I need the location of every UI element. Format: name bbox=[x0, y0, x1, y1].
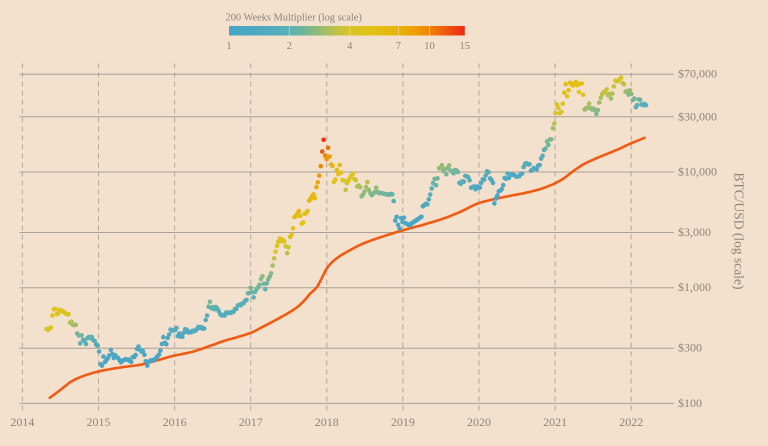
svg-text:BTC/USD (log scale): BTC/USD (log scale) bbox=[732, 173, 747, 290]
svg-text:$30,000: $30,000 bbox=[678, 109, 717, 123]
svg-text:2021: 2021 bbox=[543, 415, 567, 429]
svg-text:$300: $300 bbox=[678, 341, 702, 355]
svg-text:2017: 2017 bbox=[239, 415, 263, 429]
svg-text:$100: $100 bbox=[678, 396, 702, 410]
svg-text:$70,000: $70,000 bbox=[678, 67, 717, 81]
svg-text:$3,000: $3,000 bbox=[678, 225, 711, 239]
svg-text:1: 1 bbox=[226, 41, 231, 52]
svg-text:10: 10 bbox=[424, 41, 435, 52]
svg-text:200 Weeks Multiplier (log scal: 200 Weeks Multiplier (log scale) bbox=[226, 13, 362, 24]
svg-text:2020: 2020 bbox=[467, 415, 491, 429]
svg-text:2019: 2019 bbox=[391, 415, 415, 429]
svg-text:2022: 2022 bbox=[619, 415, 643, 429]
svg-text:4: 4 bbox=[347, 41, 353, 52]
svg-text:2: 2 bbox=[287, 41, 292, 52]
svg-text:7: 7 bbox=[396, 41, 401, 52]
svg-text:2016: 2016 bbox=[163, 415, 187, 429]
svg-text:2018: 2018 bbox=[315, 415, 339, 429]
svg-text:15: 15 bbox=[460, 41, 471, 52]
svg-text:$1,000: $1,000 bbox=[678, 280, 711, 294]
svg-text:$10,000: $10,000 bbox=[678, 165, 717, 179]
svg-text:2015: 2015 bbox=[87, 415, 111, 429]
svg-text:2014: 2014 bbox=[10, 415, 34, 429]
